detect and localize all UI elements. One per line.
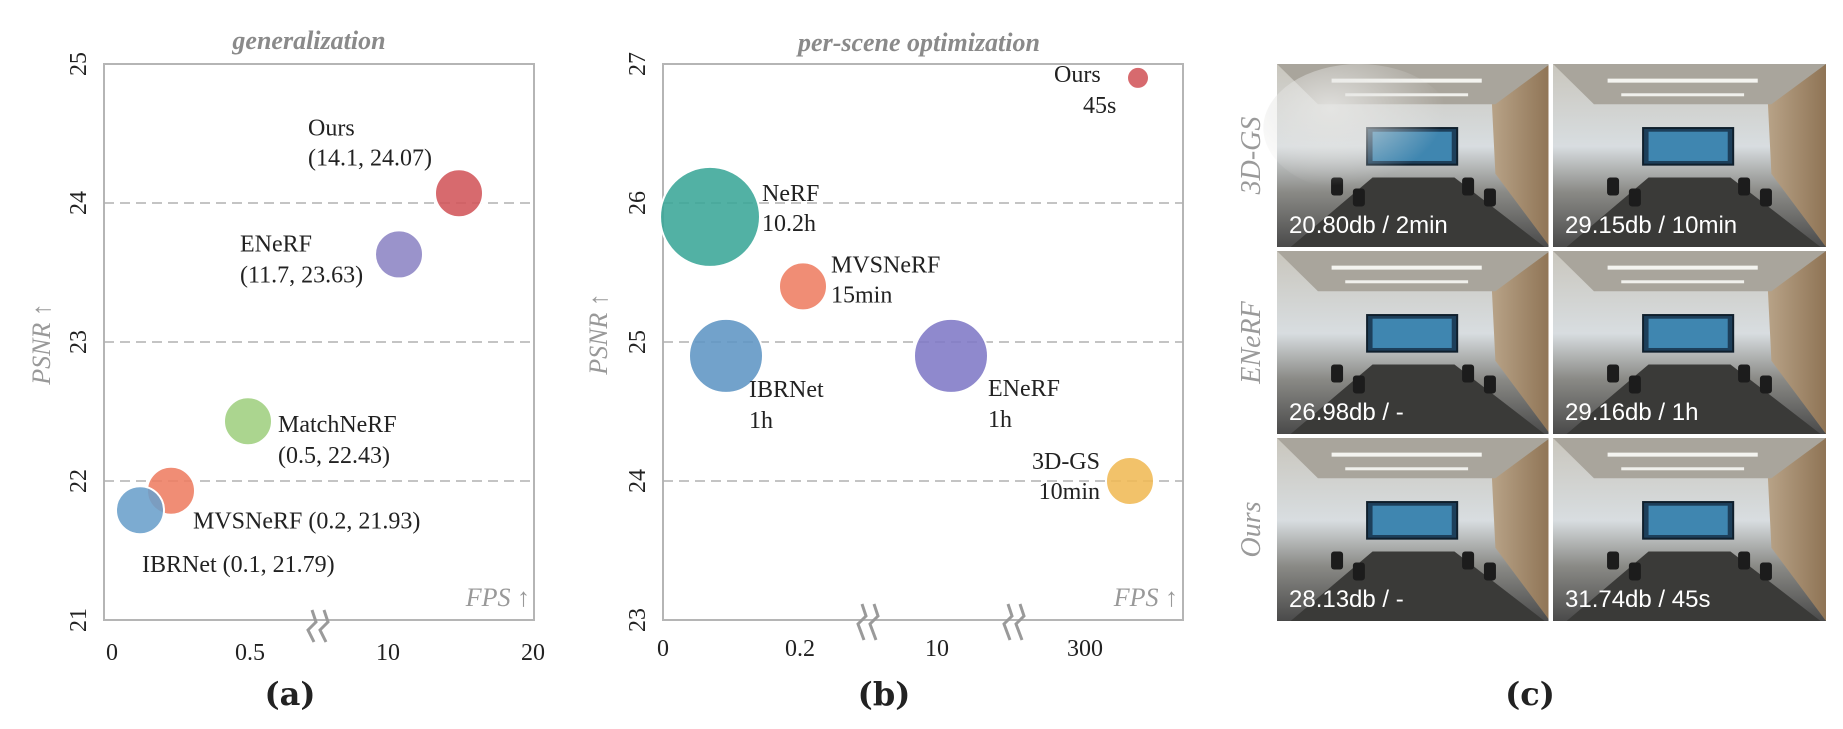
panel-a-y-ticks: 21 22 23 24 25: [66, 52, 92, 632]
render-image: [1553, 251, 1826, 434]
render-metric-label: 29.15db / 10min: [1565, 212, 1737, 239]
point-enerf: [374, 229, 424, 280]
point-matchnerf: [223, 396, 273, 447]
point-label: IBRNet (0.1, 21.79): [142, 552, 335, 578]
point-sublabel: (0.5, 22.43): [278, 443, 390, 469]
x-tick-label: 10: [376, 640, 400, 666]
point-label: IBRNet: [749, 377, 824, 403]
render-metric-label: 20.80db / 2min: [1289, 212, 1448, 239]
panel-a-axis-break-icon: [306, 609, 330, 643]
row-label-enerf: ENeRF: [1236, 300, 1267, 384]
point-ours: [434, 168, 484, 219]
panel-a: generalization 21 22 23 24 25 0 0.5 10 20 PSNR …: [27, 26, 545, 666]
render-image: [1553, 438, 1826, 621]
x-tick-label: 0: [657, 636, 669, 662]
panel-b-axis-break-icon: [856, 603, 1026, 641]
point-label: NeRF: [762, 181, 819, 207]
point-ibrnet: [115, 485, 165, 536]
y-tick-label: 23: [66, 330, 92, 354]
point-enerf: [913, 317, 989, 394]
y-tick-label: 25: [625, 330, 651, 354]
render-metric-label: 29.16db / 1h: [1565, 399, 1698, 426]
y-tick-label: 24: [625, 469, 651, 493]
panel-a-points: [115, 168, 484, 536]
point-ibrnet: [688, 317, 764, 394]
point-sublabel: 10min: [1039, 479, 1100, 505]
render-image: [1277, 438, 1550, 621]
y-tick-label: 27: [625, 52, 651, 76]
panel-a-title: generalization: [231, 26, 385, 55]
x-tick-label: 0: [106, 640, 118, 666]
point-sublabel: 15min: [831, 282, 892, 308]
point-mvsnerf: [778, 261, 828, 312]
row-label-ours: Ours: [1236, 501, 1267, 557]
point-label: MVSNeRF: [831, 252, 940, 278]
caption-a: (a): [264, 675, 315, 713]
panel-b-title: per-scene optimization: [796, 28, 1040, 57]
point-sublabel: 1h: [988, 407, 1012, 433]
panel-a-labels: Ours (14.1, 24.07) ENeRF (11.7, 23.63) Match…: [142, 115, 432, 578]
render-metric-label: 28.13db / -: [1289, 586, 1404, 613]
caption-b: (b): [858, 675, 911, 713]
y-tick-label: 22: [66, 469, 92, 493]
panel-b-y-label: PSNR ↑: [584, 293, 613, 376]
row-label-3d-gs: 3D-GS: [1236, 117, 1267, 196]
panel-b-points: [659, 65, 1155, 506]
point-ours: [1126, 65, 1150, 90]
panel-a-x-label: FPS ↑: [465, 583, 530, 612]
panel-b-x-label: FPS ↑: [1113, 583, 1178, 612]
panel-a-x-ticks: 0 0.5 10 20: [106, 640, 545, 666]
caption-c: (c): [1505, 675, 1555, 713]
point-label: ENeRF: [240, 231, 312, 257]
point-label: MVSNeRF (0.2, 21.93): [193, 509, 420, 535]
point-label: MatchNeRF: [278, 412, 397, 438]
point-label: 3D-GS: [1032, 449, 1100, 475]
render-metric-label: 31.74db / 45s: [1565, 586, 1710, 613]
panel-b-y-ticks: 23 24 25 26 27: [625, 52, 651, 632]
point-label: Ours: [1054, 62, 1101, 88]
panel-a-gridlines: [104, 202, 534, 482]
y-tick-label: 25: [66, 52, 92, 76]
panel-b-x-ticks: 0 0.2 10 300: [657, 636, 1103, 662]
point-3d-gs: [1105, 456, 1155, 506]
panel-b-labels: Ours 45s NeRF 10.2h MVSNeRF 15min IBRNet 1h ENeR…: [749, 62, 1116, 505]
x-tick-label: 0.2: [785, 636, 815, 662]
panel-c-image-grid: 3D-GS 20.80db / 2min 29.15db / 10min ENeRF 2…: [1236, 64, 1826, 621]
x-tick-label: 10: [925, 636, 949, 662]
point-sublabel: 1h: [749, 408, 773, 434]
y-tick-label: 21: [66, 608, 92, 632]
render-image: [1553, 64, 1826, 247]
y-tick-label: 24: [66, 191, 92, 215]
render-image: [1263, 64, 1550, 247]
render-image: [1277, 251, 1550, 434]
point-nerf: [659, 165, 761, 268]
render-metric-label: 26.98db / -: [1289, 399, 1404, 426]
point-label: Ours: [308, 115, 355, 141]
point-sublabel: (14.1, 24.07): [308, 145, 432, 171]
point-sublabel: (11.7, 23.63): [240, 262, 363, 288]
y-tick-label: 26: [625, 191, 651, 215]
x-tick-label: 300: [1067, 636, 1103, 662]
panel-a-y-label: PSNR ↑: [27, 303, 56, 386]
y-tick-label: 23: [625, 608, 651, 632]
panel-b: per-scene optimization 23 24 25 26 27 0 0.2 10…: [584, 28, 1184, 662]
point-sublabel: 45s: [1083, 93, 1116, 119]
x-tick-label: 20: [521, 640, 545, 666]
x-tick-label: 0.5: [235, 640, 265, 666]
point-label: ENeRF: [988, 376, 1060, 402]
point-sublabel: 10.2h: [762, 211, 816, 237]
